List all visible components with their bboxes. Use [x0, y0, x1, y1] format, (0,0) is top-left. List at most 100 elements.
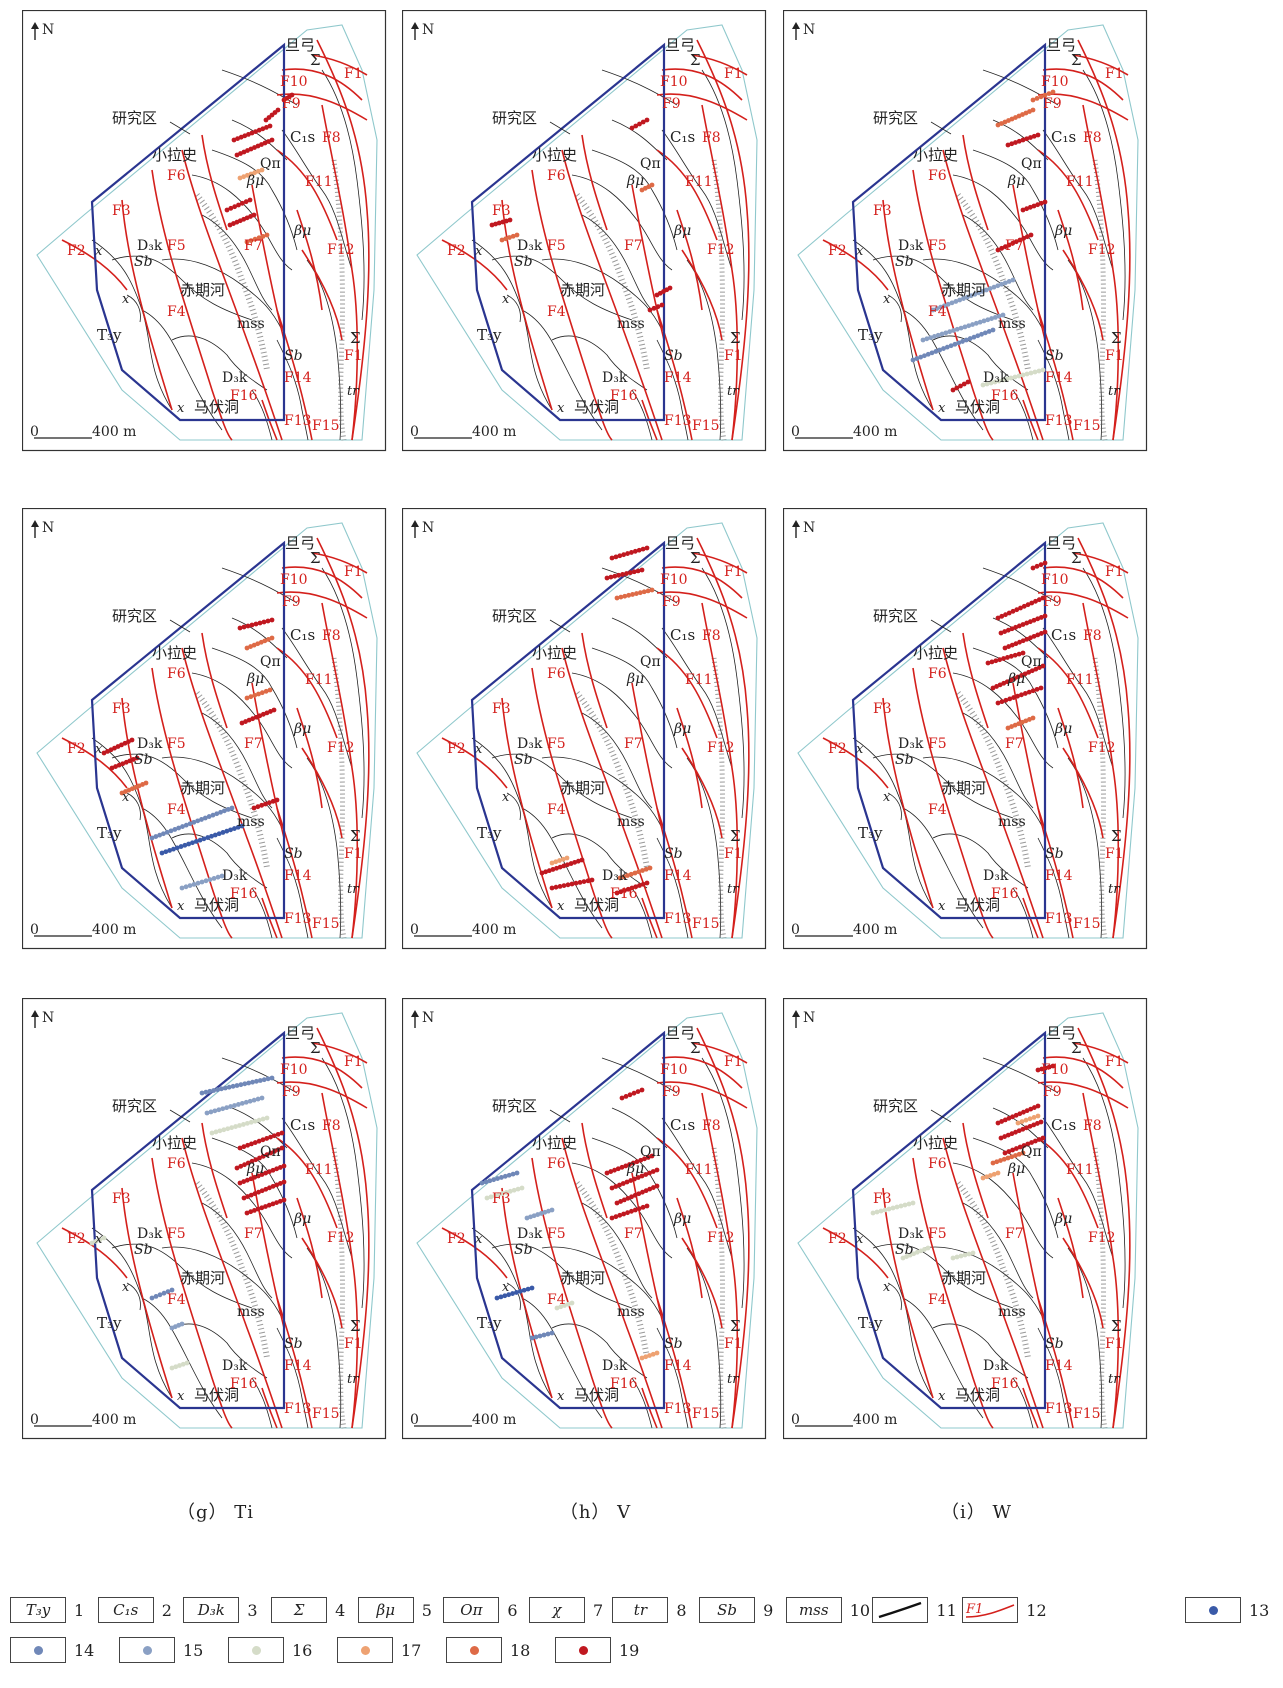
unit-mss: mss: [237, 1304, 265, 1320]
legend-symbol: [119, 1637, 175, 1663]
anomaly-dot: [625, 1195, 631, 1201]
anomaly-dot: [167, 848, 173, 853]
anomaly-dot: [635, 1089, 641, 1094]
anomaly-dot: [625, 886, 631, 892]
anomaly-dot: [639, 567, 645, 573]
fault-label-F7: F7: [624, 238, 643, 254]
anomaly-dot: [1017, 1144, 1023, 1150]
legend-dot: [469, 1645, 479, 1655]
anomaly-dot: [632, 870, 638, 876]
north-label: N: [803, 520, 815, 536]
map-frame: [22, 10, 387, 452]
anomaly-dot: [211, 1088, 217, 1093]
legend-item-15: 15: [119, 1635, 203, 1665]
unit-sigma-2: Σ: [730, 1317, 741, 1335]
anomaly-dot: [289, 92, 295, 98]
legend-symbol: [228, 1637, 284, 1663]
place-chisihe: 赤期河: [180, 1269, 225, 1287]
anomaly-dot: [270, 1201, 276, 1207]
map-panel-f: N 0 400 m F1 F10 F9 F8 F6 F11 F3 F5 F7 F12 F2 F4 F14 F16…: [783, 508, 1170, 1033]
anomaly-dot: [910, 1200, 916, 1206]
unit-t3y: T₃y: [858, 326, 883, 344]
anomaly-dot: [254, 1078, 259, 1084]
anomaly-dot: [650, 1185, 656, 1190]
anomaly-dot: [1020, 1150, 1026, 1156]
fault-label-F6: F6: [928, 168, 947, 184]
anomaly-dot: [236, 202, 241, 208]
anomaly-dot: [218, 809, 223, 815]
anomaly-dot: [1021, 235, 1027, 241]
fault-label-F12: F12: [707, 740, 735, 756]
unit-bu: βμ: [1007, 173, 1025, 189]
anomaly-dot: [245, 1142, 251, 1148]
anomaly-dot: [264, 1152, 270, 1158]
anomaly-dot: [252, 1140, 258, 1145]
anomaly-dot: [619, 1095, 625, 1101]
anomaly-dot: [937, 347, 943, 353]
fault-label-F8: F8: [1083, 628, 1102, 644]
fault-label-F12: F12: [1088, 1230, 1116, 1246]
unit-sb-2: Sb: [284, 846, 303, 862]
legend-number: 10: [849, 1600, 871, 1620]
unit-x-3: x: [557, 401, 565, 416]
unit-t3y: T₃y: [477, 1314, 502, 1332]
anomaly-dot: [554, 1305, 560, 1311]
anomaly-dot: [1002, 629, 1008, 634]
unit-bu-2: βμ: [1054, 223, 1072, 239]
anomaly-dot: [609, 555, 615, 561]
anomaly-dot: [630, 592, 635, 597]
anomaly-dot: [632, 548, 638, 554]
anomaly-dot: [234, 1083, 240, 1088]
north-label: N: [422, 1010, 434, 1026]
legend-item-12: F1 12: [962, 1595, 1047, 1625]
anomaly-dot: [993, 658, 999, 664]
study-area-boundary: [90, 540, 286, 920]
anomaly-dot: [1040, 595, 1046, 601]
anomaly-dot: [1021, 1143, 1027, 1148]
anomaly-dot: [549, 1330, 555, 1336]
fault-label-F1: F1: [344, 66, 363, 82]
fault-label-F13: F13: [284, 911, 312, 927]
legend-item-5: βμ 5: [357, 1595, 432, 1625]
anomaly-dot: [1031, 617, 1037, 623]
anomaly-dot: [650, 1351, 656, 1357]
unit-t3y: T₃y: [97, 1314, 122, 1332]
anomaly-dot: [941, 346, 946, 351]
anomaly-dot: [613, 554, 619, 560]
anomaly-dot: [569, 1300, 575, 1306]
unit-t3y: T₃y: [858, 824, 883, 842]
anomaly-dot: [221, 1127, 227, 1133]
fault-label-F16: F16: [991, 388, 1019, 404]
anomaly-dot: [275, 1147, 281, 1153]
map-frame: [402, 508, 767, 950]
map-frame: [402, 10, 767, 452]
anomaly-dot: [506, 1172, 512, 1178]
anomaly-dot: [934, 306, 940, 311]
anomaly-dot: [1015, 1120, 1021, 1126]
place-xiaolashi: 小拉史: [532, 146, 577, 164]
anomaly-dot: [1038, 615, 1044, 620]
anomaly-dot: [279, 1145, 285, 1151]
anomaly-dot: [241, 1122, 246, 1127]
unit-x: x: [95, 244, 103, 259]
anomaly-dot: [966, 1251, 972, 1257]
geochemical-anomalies: [539, 545, 655, 896]
faults: [61, 1027, 370, 1429]
anomaly-dot: [999, 245, 1005, 251]
anomaly-dot: [247, 197, 253, 203]
anomaly-dot: [1013, 140, 1018, 145]
unit-mss: mss: [617, 1304, 645, 1320]
anomaly-dot: [479, 1180, 485, 1186]
unit-tr: tr: [347, 882, 359, 897]
anomaly-dot: [251, 1097, 257, 1103]
anomaly-dot: [874, 1209, 880, 1215]
unit-x-3: x: [557, 1389, 565, 1404]
place-chisihe: 赤期河: [560, 1269, 605, 1287]
anomaly-dot: [1022, 691, 1028, 696]
anomaly-dot: [878, 1208, 884, 1214]
anomaly-dot: [507, 217, 513, 223]
anomaly-dot: [989, 659, 995, 665]
fault-label-F6: F6: [928, 666, 947, 682]
svg-text:F1: F1: [965, 1602, 983, 1617]
